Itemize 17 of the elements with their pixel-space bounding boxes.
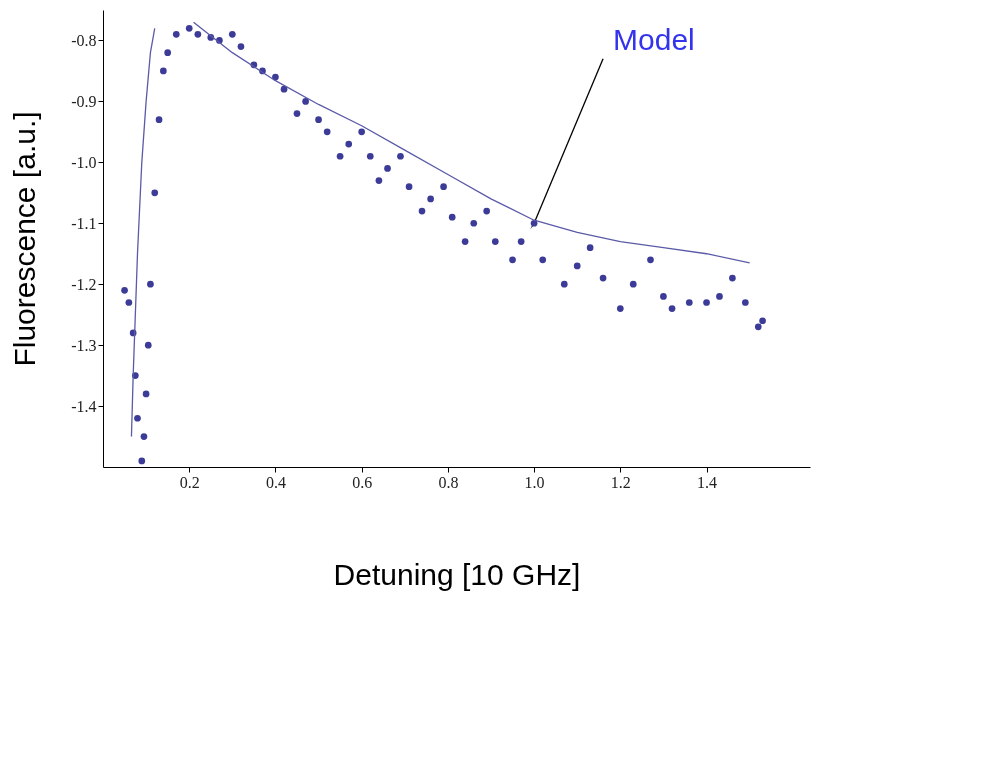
x-tick-label: 0.4 bbox=[265, 473, 286, 491]
x-axis-title: Detuning [10 GHz] bbox=[333, 557, 581, 591]
y-tick-label: -1.1 bbox=[71, 214, 97, 232]
x-tick-label: 0.8 bbox=[438, 473, 459, 491]
y-tick-label: -0.9 bbox=[71, 92, 97, 110]
x-tick-label: 1.0 bbox=[524, 473, 545, 491]
y-tick-label: -1.3 bbox=[71, 336, 97, 354]
y-tick-label: -1.0 bbox=[71, 153, 97, 171]
x-tick-label: 1.2 bbox=[610, 473, 631, 491]
x-tick-label: 0.6 bbox=[352, 473, 373, 491]
annotation: Model bbox=[613, 22, 695, 56]
y-axis-title: Fluorescence [a.u.] bbox=[8, 111, 42, 367]
y-tick-label: -1.2 bbox=[71, 275, 97, 293]
x-tick-label: 0.2 bbox=[179, 473, 200, 491]
y-tick-label: -0.8 bbox=[71, 31, 97, 49]
y-tick-label: -1.4 bbox=[71, 397, 97, 415]
x-tick-label: 1.4 bbox=[697, 473, 718, 491]
